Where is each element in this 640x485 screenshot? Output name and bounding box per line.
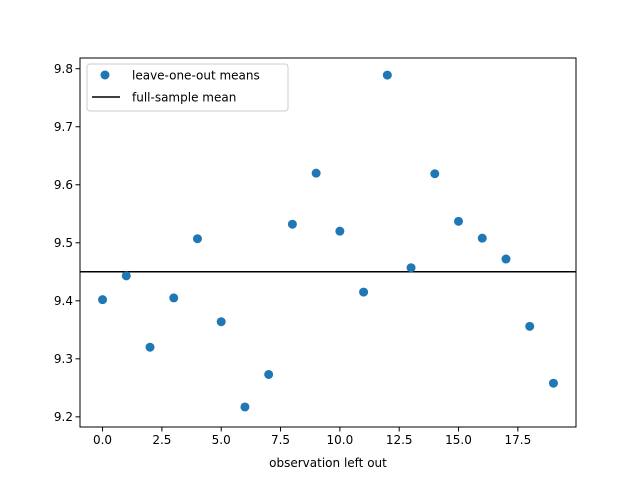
legend-frame: [86, 63, 289, 112]
x-tick-label: 17.5: [504, 433, 531, 447]
data-point: [382, 70, 392, 80]
x-tick-label: 15.0: [445, 433, 472, 447]
plot-area: [80, 70, 576, 412]
legend: leave-one-out means full-sample mean: [86, 63, 289, 112]
y-tick-label: 9.8: [54, 62, 73, 76]
legend-marker-leave-one-out: [100, 70, 110, 80]
y-tick-label: 9.2: [54, 410, 73, 424]
y-tick-label: 9.3: [54, 352, 73, 366]
legend-label-full-sample-mean: full-sample mean: [132, 91, 236, 105]
data-point: [335, 226, 345, 236]
x-tick-label: 5.0: [212, 433, 231, 447]
x-tick-label: 0.0: [93, 433, 112, 447]
x-axis-label: observation left out: [269, 456, 387, 470]
data-point: [311, 168, 321, 178]
data-point: [287, 219, 297, 229]
x-tick-label: 2.5: [152, 433, 171, 447]
data-point: [406, 263, 416, 273]
y-tick-label: 9.7: [54, 120, 73, 134]
x-tick-label: 12.5: [386, 433, 413, 447]
axes: 0.0 2.5 5.0 7.5 10.0 12.5 15.0 17.5 9.2 9.3 9.4 9.5…: [54, 57, 577, 470]
data-point: [121, 271, 131, 281]
data-point: [501, 254, 511, 264]
data-point: [525, 321, 535, 331]
y-tick-label: 9.4: [54, 294, 73, 308]
data-point: [169, 293, 179, 303]
data-point: [145, 342, 155, 352]
data-point: [216, 317, 226, 327]
y-tick-label: 9.5: [54, 236, 73, 250]
data-point: [548, 378, 558, 388]
data-point: [359, 287, 369, 297]
data-point: [98, 295, 108, 305]
data-point: [264, 369, 274, 379]
data-point: [192, 234, 202, 244]
data-point: [477, 233, 487, 243]
y-tick-label: 9.6: [54, 178, 73, 192]
data-point: [454, 216, 464, 226]
legend-label-leave-one-out: leave-one-out means: [132, 69, 260, 83]
x-tick-label: 7.5: [271, 433, 290, 447]
data-point: [240, 402, 250, 412]
data-point: [430, 169, 440, 179]
x-tick-label: 10.0: [327, 433, 354, 447]
